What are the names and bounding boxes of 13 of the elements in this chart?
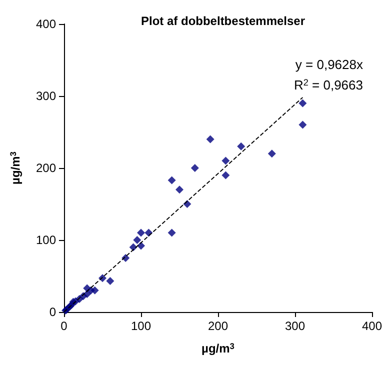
x-tick-label: 0: [60, 319, 68, 333]
chart-title: Plot af dobbeltbestemmelser: [140, 14, 306, 28]
y-tick-label: 400: [36, 17, 56, 31]
y-tick-label: 300: [36, 89, 56, 103]
x-tick-label: 200: [208, 319, 228, 333]
y-tick-label: 200: [36, 161, 56, 175]
annotation: y = 0,9628x: [295, 57, 364, 72]
x-tick-label: 100: [130, 319, 152, 333]
y-tick-label: 0: [49, 305, 56, 319]
y-axis-title: µg/m3: [8, 151, 23, 184]
x-tick-label: 400: [362, 319, 382, 333]
y-tick-label: 100: [36, 233, 56, 247]
x-tick-label: 300: [284, 319, 306, 333]
